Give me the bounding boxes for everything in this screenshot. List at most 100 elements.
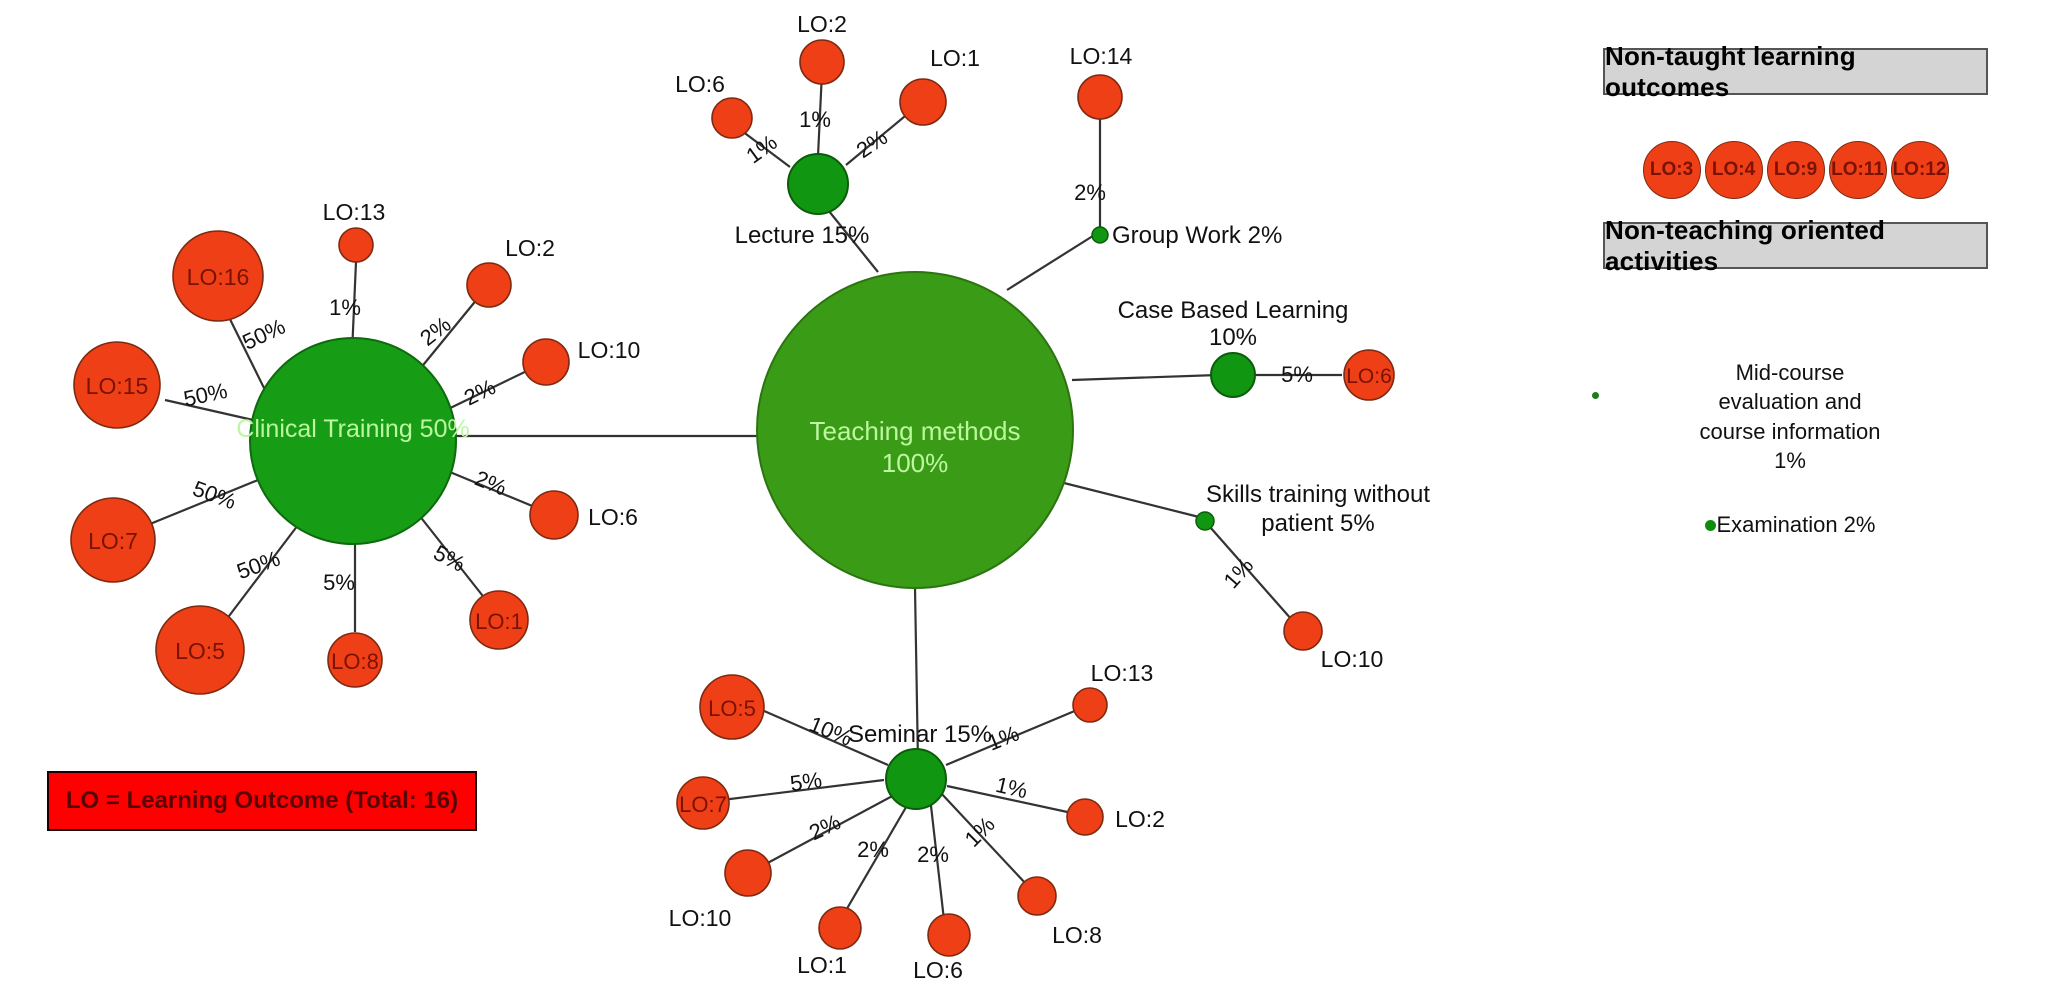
lo-node-seminar-5[interactable]: [818, 906, 862, 950]
edge-seminar-lo10: [761, 792, 899, 867]
non-taught-lo-chip[interactable]: LO:11: [1828, 141, 1887, 199]
non-taught-lo-chip[interactable]: LO:12: [1890, 141, 1949, 199]
activity-midcourse-line4: 1%: [1774, 447, 1806, 473]
lo-node-seminar-3[interactable]: [1066, 798, 1104, 836]
lo-node-seminar-4[interactable]: [724, 849, 772, 897]
edge-pct-groupwork-0: 2%: [1074, 180, 1106, 205]
edge-seminar-lo13: [945, 708, 1078, 767]
edge-clinical-lo15: [164, 398, 254, 422]
lo-label-groupwork-0: LO:14: [1070, 43, 1133, 69]
node-seminar-label: Seminar 15%: [848, 721, 992, 748]
node-case-based-learning[interactable]: [1210, 352, 1256, 398]
edge-seminar-lo8: [939, 791, 1028, 886]
lo-label-seminar-6: LO:6: [913, 957, 963, 983]
lo-key-box: LO = Learning Outcome (Total: 16): [47, 771, 477, 831]
edge-pct-seminar-0: 10%: [806, 711, 856, 751]
non-teaching-legend-header: Non-teaching oriented activities: [1603, 215, 1988, 276]
lo-node-seminar-7[interactable]: [1017, 876, 1057, 916]
lo-label-seminar-3: LO:2: [1115, 806, 1165, 832]
edge-clinical-lo1: [414, 509, 487, 601]
edge-pct-clinical-6: 50%: [190, 476, 240, 515]
lo-label-lecture-1: LO:2: [797, 11, 847, 37]
node-teaching-methods[interactable]: [756, 271, 1074, 589]
non-taught-lo-chip[interactable]: LO:3: [1642, 141, 1701, 199]
lo-node-skills-0[interactable]: [1283, 611, 1323, 651]
activity-midcourse-line3: course information: [1699, 418, 1881, 444]
lo-node-clinical-4[interactable]: [73, 341, 161, 429]
node-seminar[interactable]: [885, 748, 947, 810]
lo-node-clinical-6[interactable]: [70, 497, 156, 583]
lo-node-clinical-9[interactable]: [327, 632, 383, 688]
lo-node-clinical-0[interactable]: [172, 230, 264, 322]
node-group-work[interactable]: [1091, 226, 1109, 244]
activity-midcourse-line2: evaluation and: [1718, 389, 1862, 415]
edge-pct-seminar-1: 1%: [984, 721, 1023, 756]
lo-label-clinical-2: LO:2: [505, 235, 555, 261]
non-taught-lo-chip[interactable]: LO:4: [1704, 141, 1763, 199]
node-clinical-training[interactable]: [249, 337, 457, 545]
lo-node-lecture-0[interactable]: [711, 97, 753, 139]
lo-node-groupwork-0[interactable]: [1077, 74, 1123, 120]
lo-node-clinical-5[interactable]: [529, 490, 579, 540]
edge-layer: [149, 71, 1342, 921]
edge-pct-clinical-3: 2%: [460, 374, 500, 410]
non-taught-lo-row: LO:3 LO:4 LO:9 LO:11 LO:12: [1603, 140, 1988, 200]
edge-clinical-lo7: [149, 478, 259, 526]
edge-pct-seminar-6: 2%: [917, 842, 949, 867]
node-skills-training-label2: patient 5%: [1261, 510, 1374, 537]
lo-node-clinical-1[interactable]: [338, 227, 374, 263]
edge-seminar-lo7: [721, 778, 885, 802]
lo-node-clinical-2[interactable]: [466, 262, 512, 308]
green-dot-icon: [1704, 519, 1716, 531]
node-skills-training[interactable]: [1195, 511, 1215, 531]
green-dot-icon: [1592, 392, 1599, 399]
edge-clinical-lo10: [441, 367, 534, 413]
edge-lecture-lo1: [845, 111, 911, 166]
lo-label-skills-0: LO:10: [1321, 646, 1384, 672]
lo-node-seminar-2[interactable]: [676, 776, 730, 830]
activity-midcourse: Mid-course evaluation and course informa…: [1592, 358, 1970, 475]
edge-clinical-lo2: [414, 297, 479, 376]
lo-node-lecture-1[interactable]: [799, 39, 845, 85]
edge-clinical-lo6: [444, 468, 543, 512]
edge-pct-seminar-3: 1%: [993, 772, 1030, 804]
edge-pct-seminar-7: 1%: [960, 812, 1000, 852]
edge-center-skills: [1059, 480, 1204, 520]
lo-node-seminar-0[interactable]: [699, 674, 765, 740]
node-lecture[interactable]: [787, 153, 849, 215]
edge-center-groupwork: [1006, 233, 1097, 291]
skills-children: LO:10 1%: [1218, 553, 1383, 672]
node-case-based-learning-label: Case Based Learning: [1118, 297, 1349, 324]
edge-skills-lo10: [1209, 526, 1293, 621]
edge-lecture-lo2: [816, 71, 824, 157]
lo-node-casebased-0[interactable]: [1343, 349, 1395, 401]
activity-midcourse-line1: Mid-course: [1735, 360, 1845, 385]
lo-label-clinical-1: LO:13: [323, 199, 386, 225]
group-work-children: LO:14 2%: [1070, 43, 1133, 205]
lo-node-seminar-1[interactable]: [1072, 687, 1108, 723]
lo-node-lecture-2[interactable]: [899, 78, 947, 126]
node-skills-training-label: Skills training without: [1206, 481, 1430, 508]
edge-pct-clinical-9: 5%: [323, 570, 355, 595]
lo-label-lecture-0: LO:6: [675, 71, 725, 97]
lo-label-seminar-1: LO:13: [1091, 660, 1154, 686]
non-taught-legend-header: Non-taught learning outcomes: [1603, 41, 1988, 102]
edge-center-seminar: [913, 587, 920, 764]
edge-seminar-lo5: [754, 705, 889, 767]
lo-node-clinical-7[interactable]: [469, 590, 529, 650]
lo-node-clinical-8[interactable]: [155, 605, 245, 695]
edge-pct-lecture-1: 1%: [799, 107, 831, 132]
edge-center-casebased: [1071, 373, 1219, 382]
activity-examination: Examination 2%: [1610, 512, 1970, 538]
node-case-based-learning-value: 10%: [1209, 324, 1257, 351]
lo-label-seminar-4: LO:10: [669, 905, 732, 931]
activity-examination-label: Examination 2%: [1716, 512, 1876, 537]
edge-seminar-lo2: [946, 784, 1073, 815]
lecture-children: LO:6 1% LO:2 1% LO:1 2%: [675, 11, 980, 168]
non-taught-lo-chip[interactable]: LO:9: [1766, 141, 1825, 199]
edge-clinical-lo5: [225, 524, 299, 621]
lo-node-seminar-6[interactable]: [927, 913, 971, 957]
lo-node-clinical-3[interactable]: [522, 338, 570, 386]
edge-seminar-lo6: [928, 796, 946, 921]
